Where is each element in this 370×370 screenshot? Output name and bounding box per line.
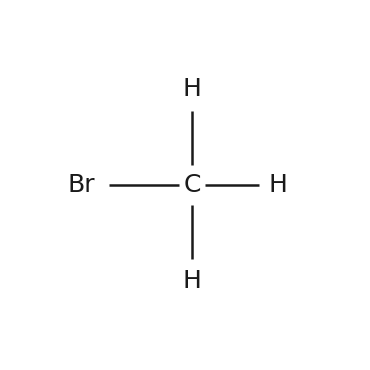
Text: H: H (183, 269, 202, 293)
Text: C: C (184, 173, 201, 197)
Text: H: H (183, 77, 202, 101)
Text: Br: Br (68, 173, 95, 197)
Text: H: H (268, 173, 287, 197)
